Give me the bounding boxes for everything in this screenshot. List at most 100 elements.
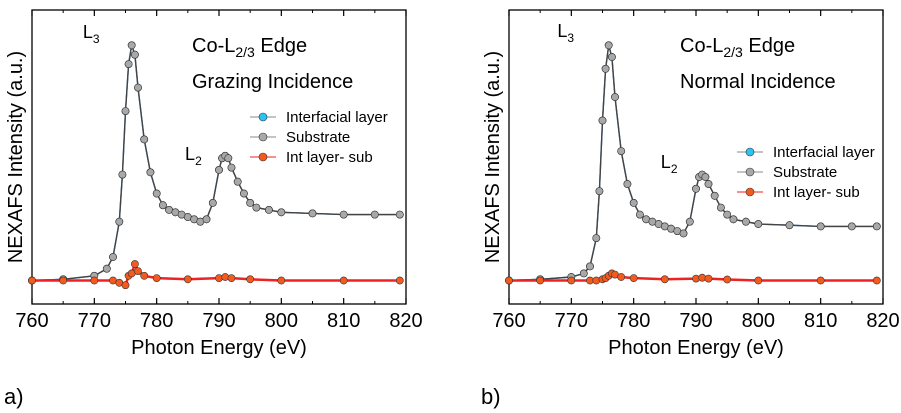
x-tick-label: 760: [492, 310, 525, 332]
x-tick-label: 810: [804, 310, 837, 332]
data-point: [598, 116, 607, 125]
data-point: [872, 276, 881, 285]
data-point: [579, 269, 588, 278]
series-substrate: [505, 41, 881, 285]
data-point: [723, 275, 732, 284]
panel-label: a): [4, 384, 24, 409]
legend-marker: [745, 187, 755, 197]
data-point: [124, 60, 133, 68]
data-point: [233, 177, 242, 186]
legend-label: Interfacial layer: [286, 109, 388, 126]
data-point: [109, 253, 117, 261]
series-int-layer-sub: [28, 260, 404, 290]
data-point: [277, 276, 286, 285]
data-point: [872, 222, 881, 231]
y-axis-label: NEXAFS Intensity (a.u.): [482, 51, 504, 263]
data-point: [611, 93, 619, 101]
annotation-subtitle: Normal Incidence: [680, 71, 836, 93]
x-tick-label: 770: [78, 310, 111, 332]
data-point: [115, 217, 124, 226]
data-point: [660, 275, 669, 284]
data-point: [729, 215, 738, 224]
data-point: [685, 217, 694, 226]
data-point: [102, 264, 111, 273]
data-point: [785, 221, 794, 230]
legend-marker: [745, 167, 755, 177]
legend-marker: [258, 132, 268, 142]
data-point: [121, 281, 130, 290]
data-point: [742, 217, 750, 226]
data-point: [227, 163, 236, 172]
legend-label: Int layer- sub: [773, 184, 860, 201]
legend-label: Substrate: [286, 129, 350, 146]
y-axis-label: NEXAFS Intensity (a.u.): [5, 51, 27, 263]
x-tick-label: 800: [265, 310, 298, 332]
data-point: [617, 273, 626, 281]
annotation-subtitle: Grazing Incidence: [192, 71, 353, 93]
data-point: [208, 198, 217, 207]
x-axis-label: Photon Energy (eV): [608, 337, 784, 359]
data-point: [505, 276, 513, 285]
legend-label: Interfacial layer: [773, 144, 875, 161]
data-point: [754, 220, 763, 228]
data-point: [395, 276, 404, 285]
data-point: [264, 205, 273, 214]
x-tick-label: 820: [389, 310, 422, 332]
data-point: [754, 276, 763, 285]
data-point: [636, 210, 644, 219]
data-point: [202, 215, 211, 224]
x-tick-label: 770: [555, 310, 588, 332]
data-point: [623, 180, 632, 188]
data-point: [595, 187, 604, 195]
data-point: [246, 275, 255, 284]
data-point: [847, 222, 856, 231]
annotation-title: Co-L2/3 Edge: [680, 35, 795, 60]
x-tick-label: 760: [15, 310, 48, 332]
data-point: [127, 41, 136, 50]
data-point: [704, 274, 713, 283]
x-tick-label: 780: [140, 310, 173, 332]
data-point: [140, 271, 149, 280]
data-point: [121, 107, 130, 115]
x-tick-label: 790: [202, 310, 235, 332]
legend-marker: [258, 152, 268, 162]
data-point: [608, 53, 616, 61]
annotation-title: Co-L2/3 Edge: [192, 35, 307, 60]
x-tick-label: 800: [742, 310, 775, 332]
series-int-layer-sub: [505, 269, 881, 285]
data-point: [224, 154, 233, 163]
data-point: [146, 168, 155, 177]
x-tick-label: 780: [617, 310, 650, 332]
data-point: [59, 276, 68, 285]
data-point: [277, 208, 286, 217]
data-point: [339, 210, 348, 219]
data-point: [816, 222, 825, 231]
data-point: [604, 41, 613, 50]
data-point: [536, 276, 545, 285]
x-tick-label: 790: [679, 310, 712, 332]
data-point: [158, 201, 167, 210]
data-point: [130, 260, 139, 268]
x-tick-label: 820: [866, 310, 899, 332]
panel-label: b): [481, 384, 501, 409]
peak-label-L3: L3: [83, 22, 100, 46]
data-point: [152, 274, 161, 282]
data-point: [239, 189, 248, 198]
peak-label-L3: L3: [557, 21, 574, 45]
data-point: [629, 198, 638, 207]
data-point: [90, 276, 99, 285]
data-point: [308, 209, 317, 218]
data-point: [227, 274, 236, 282]
data-point: [134, 267, 142, 275]
data-point: [629, 274, 638, 282]
peak-label-L2: L2: [185, 144, 202, 168]
x-axis-label: Photon Energy (eV): [131, 337, 307, 359]
data-point: [134, 83, 142, 92]
data-point: [601, 64, 610, 73]
data-point: [183, 275, 192, 284]
chart-panel-2: 760 770 780 790 800 810 820 Photon Energy (eV) N…: [481, 9, 900, 409]
data-point: [246, 198, 255, 207]
legend: Interfacial layer Substrate Int layer- sub: [250, 109, 388, 166]
data-point: [140, 135, 149, 144]
